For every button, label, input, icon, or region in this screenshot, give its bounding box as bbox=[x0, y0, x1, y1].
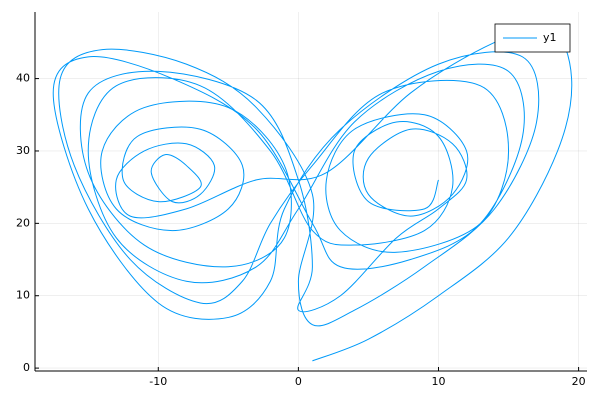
x-tick-label: 10 bbox=[431, 375, 445, 388]
x-tick-label: 0 bbox=[295, 375, 302, 388]
y-tick-label: 0 bbox=[23, 361, 30, 374]
y-tick-label: 40 bbox=[16, 72, 30, 85]
legend-label: y1 bbox=[543, 31, 557, 44]
y-tick-label: 10 bbox=[16, 289, 30, 302]
y-tick-label: 20 bbox=[16, 216, 30, 229]
series-line bbox=[52, 25, 573, 362]
x-tick-label: -10 bbox=[149, 375, 167, 388]
x-tick-label: 20 bbox=[572, 375, 586, 388]
y-tick-label: 30 bbox=[16, 144, 30, 157]
